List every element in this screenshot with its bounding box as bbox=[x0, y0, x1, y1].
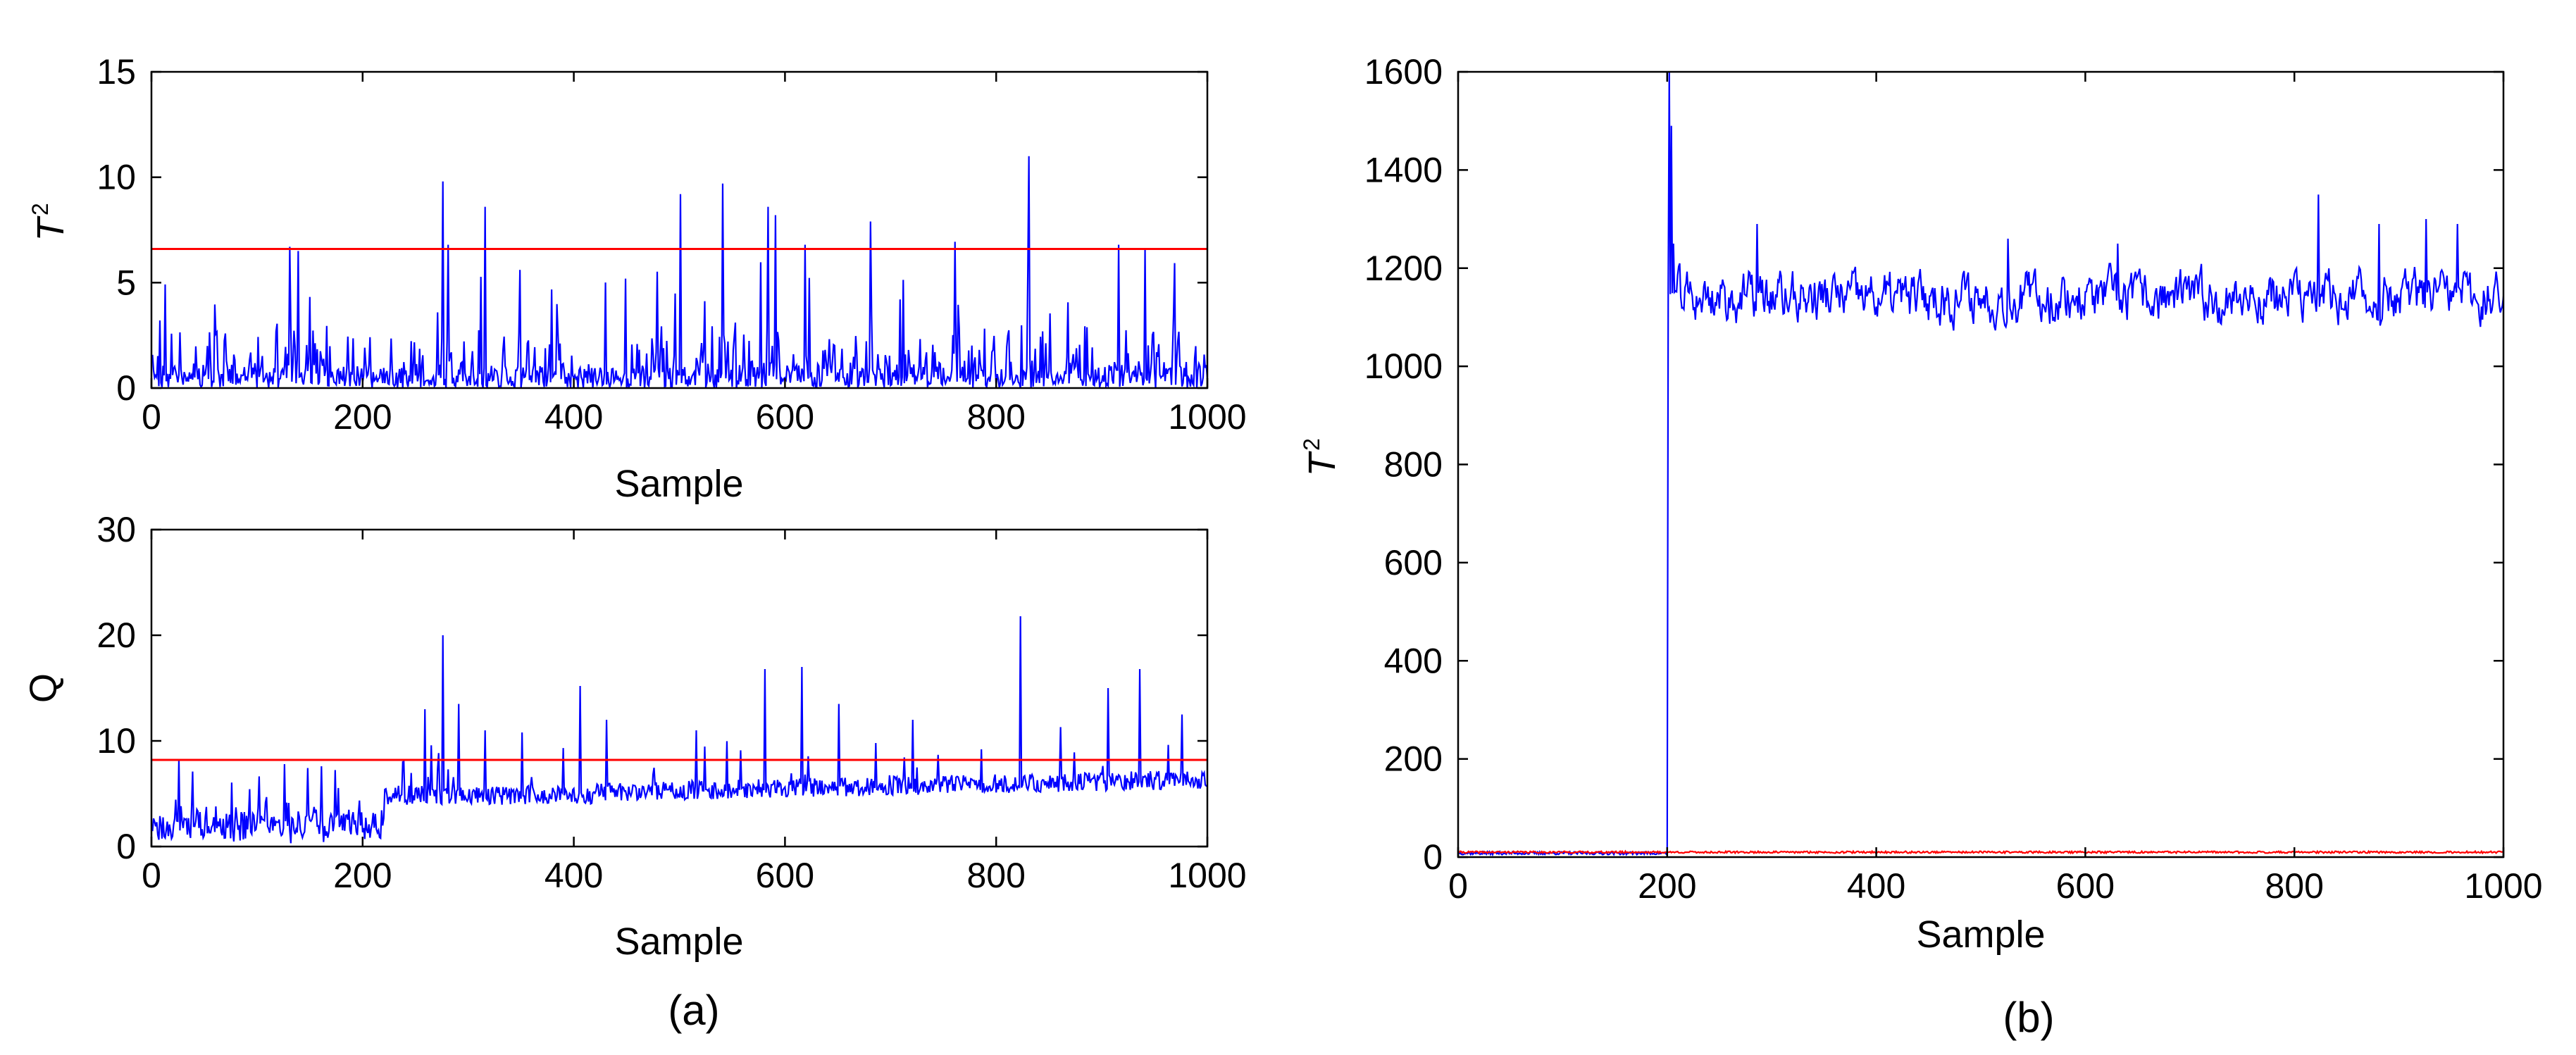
panel-a-bottom-ytick-label: 10 bbox=[97, 721, 136, 761]
panel-b-data bbox=[1458, 72, 2503, 857]
panel-a-top-ylabel: T bbox=[30, 216, 72, 242]
panel-b-ylabel: T bbox=[1301, 451, 1343, 477]
panel-b-ytick-label: 800 bbox=[1384, 445, 1443, 485]
panel-b-ytick-label: 400 bbox=[1384, 641, 1443, 680]
panel-a-bottom-xtick-label: 600 bbox=[756, 856, 814, 895]
panel-a-bottom-xtick-label: 800 bbox=[966, 856, 1025, 895]
panel-a-top-xtick-label: 600 bbox=[756, 397, 814, 437]
panel-a-bottom: Sample Q bbox=[23, 528, 1209, 963]
panel-a-top-xtick-label: 1000 bbox=[1168, 397, 1246, 437]
panel-b-ylabel-sup: 2 bbox=[1299, 438, 1324, 451]
panel-a-bottom-ytick-label: 0 bbox=[116, 827, 136, 866]
panel-a-top-ytick-label: 15 bbox=[97, 52, 136, 92]
panel-label-b: (b) bbox=[2003, 994, 2054, 1041]
panel-a-top-frame bbox=[150, 70, 1209, 389]
panel-a-bottom-xtick-label: 400 bbox=[545, 856, 603, 895]
panel-a-top-xtick-label: 200 bbox=[333, 397, 392, 437]
panel-a-bottom-ytick-label: 30 bbox=[97, 510, 136, 549]
panel-a-top-ylabel-sup: 2 bbox=[27, 203, 53, 216]
panel-a-top-ylabel-group: T 2 bbox=[27, 203, 72, 241]
panel-a-top-ytick-label: 10 bbox=[97, 158, 136, 197]
panel-a-top-series-line bbox=[151, 156, 1207, 388]
panel-b-ytick-label: 0 bbox=[1423, 837, 1443, 877]
panel-b-xtick-label: 800 bbox=[2265, 866, 2323, 906]
panel-b-ytick-label: 600 bbox=[1384, 543, 1443, 582]
panel-b-frame bbox=[1457, 70, 2505, 859]
panel-b-ytick-label: 1600 bbox=[1364, 52, 1443, 92]
panel-a-bottom-xlabel: Sample bbox=[614, 920, 743, 963]
panel-b-xtick-label: 400 bbox=[1847, 866, 1905, 906]
panel-a-bottom-xtick-label: 200 bbox=[333, 856, 392, 895]
panel-a-top-xtick-label: 400 bbox=[545, 397, 603, 437]
panel-a-bottom-series-line bbox=[151, 616, 1207, 844]
panel-b-ytick-label: 1200 bbox=[1364, 249, 1443, 288]
panel-b-ylabel-group: T 2 bbox=[1299, 438, 1343, 476]
panel-a-top-ytick-label: 0 bbox=[116, 368, 136, 408]
panel-a-bottom-ylabel: Q bbox=[23, 673, 65, 703]
panel-a-top-xtick-label: 800 bbox=[966, 397, 1025, 437]
panel-b-xtick-label: 600 bbox=[2056, 866, 2115, 906]
panel-b: Sample T 2 bbox=[1299, 70, 2505, 956]
panel-a-top-xtick-label: 0 bbox=[142, 397, 161, 437]
panel-a-bottom-xtick-label: 0 bbox=[142, 856, 161, 895]
panel-b-xlabel: Sample bbox=[1916, 913, 2045, 956]
panel-a-top-ytick-label: 5 bbox=[116, 263, 136, 302]
panel-a-bottom-data bbox=[151, 616, 1207, 844]
panel-b-series-t2 bbox=[1458, 72, 2503, 857]
panel-b-xtick-label: 200 bbox=[1638, 866, 1696, 906]
panel-b-ytick-label: 1400 bbox=[1364, 150, 1443, 189]
panel-b-ytick-label: 200 bbox=[1384, 739, 1443, 779]
panel-b-xtick-label: 0 bbox=[1448, 866, 1468, 906]
panel-label-a: (a) bbox=[668, 987, 719, 1034]
panel-b-xtick-label: 1000 bbox=[2464, 866, 2542, 906]
panel-a-top-xlabel: Sample bbox=[614, 463, 743, 505]
panel-a-top-data bbox=[151, 156, 1207, 388]
panel-a-top: Sample T 2 bbox=[27, 70, 1209, 505]
panel-b-ytick-label: 1000 bbox=[1364, 347, 1443, 386]
panel-a-bottom-ytick-label: 20 bbox=[97, 616, 136, 655]
panel-b-series-limit bbox=[1458, 849, 2503, 855]
panel-a-bottom-xtick-label: 1000 bbox=[1168, 856, 1246, 895]
panel-a-bottom-frame bbox=[150, 528, 1209, 848]
